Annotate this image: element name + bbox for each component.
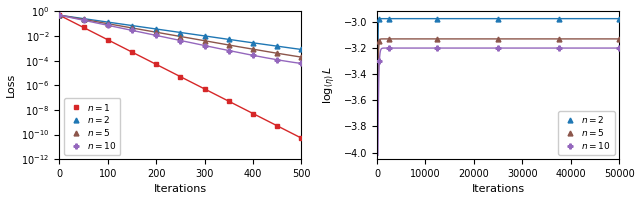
$n = 10$ (56, 14, 63, 16)
$n = 5$ (494, 38, 502, 40)
Line: $n = 1$: $n = 1$ (57, 13, 304, 141)
$n = 2$ (79, 17, 87, 20)
$n = 2$ (273, 45, 281, 47)
$n = 10$ (177, 39, 184, 42)
X-axis label: Iterations: Iterations (472, 184, 525, 194)
$n = 10$ (79, 19, 87, 21)
Line: $n = 10$: $n = 10$ (377, 46, 621, 64)
$n = 5$ (56, 14, 63, 16)
$n = 5$ (298, 56, 305, 58)
$n = 10$ (385, 47, 393, 49)
$n = 5$ (434, 38, 442, 40)
$n = 2$ (152, 28, 160, 30)
$n = 10$ (249, 54, 257, 57)
$n = 10$ (298, 62, 305, 65)
X-axis label: Iterations: Iterations (154, 184, 207, 194)
$n = 5$ (152, 31, 160, 33)
$n = 10$ (152, 34, 160, 37)
$n = 2$ (385, 17, 393, 20)
$n = 5$ (376, 40, 383, 42)
$n = 5$ (104, 23, 111, 25)
$n = 2$ (177, 31, 184, 34)
$n = 10$ (273, 59, 281, 61)
Y-axis label: $\log_{(\eta)} L$: $\log_{(\eta)} L$ (322, 66, 338, 104)
$n = 2$ (434, 17, 442, 20)
$n = 2$ (128, 24, 136, 27)
$n = 1$ (298, 137, 305, 139)
Line: $n = 2$: $n = 2$ (57, 13, 304, 52)
$n = 5$ (177, 35, 184, 38)
$n = 10$ (128, 29, 136, 32)
$n = 2$ (376, 17, 383, 20)
$n = 1$ (273, 125, 281, 127)
Line: $n = 10$: $n = 10$ (57, 13, 304, 66)
$n = 5$ (273, 52, 281, 54)
$n = 5$ (249, 48, 257, 50)
$n = 5$ (225, 44, 232, 46)
$n = 5$ (128, 27, 136, 29)
$n = 5$ (79, 18, 87, 21)
$n = 1$ (56, 14, 63, 16)
$n = 2$ (104, 21, 111, 23)
Line: $n = 5$: $n = 5$ (377, 36, 621, 43)
$n = 10$ (615, 47, 623, 49)
$n = 2$ (249, 42, 257, 44)
$n = 5$ (385, 38, 393, 40)
$n = 1$ (79, 26, 87, 29)
$n = 1$ (104, 39, 111, 41)
$n = 5$ (615, 38, 623, 40)
$n = 1$ (128, 51, 136, 53)
$n = 5$ (201, 40, 209, 42)
$n = 2$ (615, 17, 623, 20)
Y-axis label: Loss: Loss (6, 73, 15, 97)
$n = 5$ (555, 38, 563, 40)
$n = 10$ (104, 24, 111, 27)
$n = 2$ (201, 35, 209, 37)
$n = 10$ (225, 49, 232, 52)
$n = 2$ (56, 14, 63, 16)
$n = 10$ (376, 60, 383, 62)
$n = 1$ (249, 112, 257, 115)
Legend: $n = 2$, $n = 5$, $n = 10$: $n = 2$, $n = 5$, $n = 10$ (558, 111, 614, 155)
$n = 2$ (494, 17, 502, 20)
$n = 1$ (152, 63, 160, 66)
Legend: $n = 1$, $n = 2$, $n = 5$, $n = 10$: $n = 1$, $n = 2$, $n = 5$, $n = 10$ (64, 98, 120, 155)
Line: $n = 2$: $n = 2$ (377, 16, 621, 21)
$n = 2$ (555, 17, 563, 20)
$n = 1$ (177, 75, 184, 78)
$n = 1$ (225, 100, 232, 102)
$n = 10$ (434, 47, 442, 49)
$n = 10$ (555, 47, 563, 49)
$n = 10$ (494, 47, 502, 49)
$n = 1$ (201, 88, 209, 90)
Line: $n = 5$: $n = 5$ (57, 13, 304, 60)
$n = 2$ (298, 48, 305, 51)
$n = 10$ (201, 44, 209, 47)
$n = 2$ (225, 38, 232, 41)
